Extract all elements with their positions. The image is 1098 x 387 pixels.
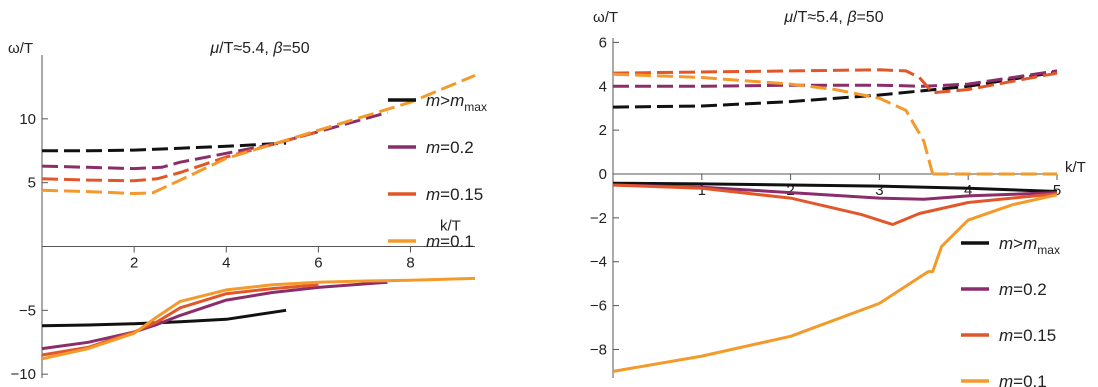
chart0-legend-label: m=0.2 (426, 138, 474, 157)
chart1-y-tick-label: −2 (590, 210, 607, 227)
chart1-x-tick-label: 2 (786, 182, 794, 199)
chart1-series-solid-7 (612, 183, 1058, 226)
chart1-x-tick-label: 3 (875, 182, 883, 199)
chart0-x-axis-label: k/T (440, 218, 461, 235)
chart1-legend-label: m=0.2 (999, 280, 1047, 299)
left-chart: 2 4 6 8 −10 −5 5 10 ω/T k/T μ/T≈5.4, β=50 m>mmax m=0… (8, 40, 487, 383)
chart1-x-tick-label: 1 (698, 182, 706, 199)
chart1-y-axis-label: ω/T (593, 9, 618, 26)
chart0-y-tick-label: −10 (11, 366, 36, 383)
chart0-series-dashed-0 (42, 141, 287, 153)
chart0-series-dashed-1 (41, 111, 388, 171)
chart1-y-tick-label: −8 (590, 341, 607, 358)
chart0-series-dashed-2 (41, 130, 319, 183)
chart0-series-solid-6 (41, 283, 319, 357)
chart1-y-tick-label: 2 (599, 122, 607, 139)
chart0-y-tick-label: −5 (19, 302, 36, 319)
chart0-y-tick-label: 5 (28, 175, 36, 192)
chart1-x-tick-label: 4 (964, 182, 972, 199)
chart1-y-tick-label: −6 (590, 298, 607, 315)
chart1-series-dashed-3 (612, 72, 935, 175)
chart0-y-axis-label: ω/T (8, 40, 33, 57)
chart1-legend-label: m>mmax (999, 234, 1060, 257)
chart1-x-axis-label: k/T (1065, 159, 1086, 176)
chart0-title: μ/T≈5.4, β=50 (209, 40, 309, 57)
chart0-legend-label: m>mmax (426, 91, 487, 114)
chart0-series-solid-5 (41, 280, 388, 351)
chart1-series-solid-5 (612, 181, 1058, 193)
chart1-series-dashed-1 (613, 69, 1058, 88)
chart1-series-solid-8 (612, 193, 1058, 373)
chart0-series-solid-7 (41, 276, 476, 361)
chart1-y-tick-label: 0 (599, 166, 607, 183)
chart1-y-tick-label: 6 (599, 34, 607, 51)
chart1-y-tick-label: −4 (590, 254, 607, 271)
chart1-legend-label: m=0.1 (999, 372, 1047, 387)
chart0-legend-label: m=0.1 (426, 232, 474, 251)
chart1-legend-label: m=0.15 (999, 326, 1056, 345)
chart0-y-tick-label: 10 (19, 111, 36, 128)
chart1-series-dashed-2 (612, 68, 1058, 95)
chart1-title: μ/T≈5.4, β=50 (783, 9, 883, 26)
chart0-x-tick-label: 4 (222, 255, 230, 272)
chart0-x-tick-label: 2 (130, 255, 138, 272)
left-chart-panel: 2 4 6 8 −10 −5 5 10 ω/T k/T μ/T≈5.4, β=50 m>mmax m=0… (8, 40, 487, 383)
chart0-legend-label: m=0.15 (426, 185, 483, 204)
chart0-series-dashed-3 (41, 74, 476, 195)
right-chart-panel: 1 2 3 4 5 −8 −6 −4 −2 0 2 4 6 ω/T k/T μ/T≈5.4, β=50 m>mm… (549, 0, 1098, 387)
chart1-series-dashed-0 (612, 70, 1058, 109)
chart1-y-tick-label: 4 (599, 78, 607, 95)
chart0-x-tick-label: 8 (406, 255, 414, 272)
chart0-x-tick-label: 6 (314, 255, 322, 272)
